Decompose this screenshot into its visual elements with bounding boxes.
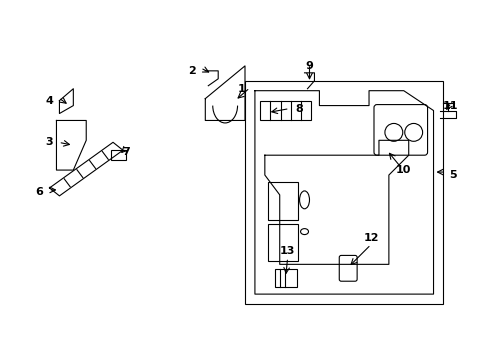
Bar (244, 81, 443, 304)
Bar (274, 269, 296, 287)
Text: 12: 12 (363, 233, 378, 243)
Bar (267, 224, 297, 261)
Text: 5: 5 (448, 170, 456, 180)
Text: 7: 7 (122, 147, 129, 157)
Text: 6: 6 (36, 187, 43, 197)
Text: 3: 3 (45, 137, 53, 147)
Text: 4: 4 (45, 96, 53, 105)
Text: 2: 2 (188, 66, 196, 76)
Text: 1: 1 (238, 84, 245, 94)
Text: 8: 8 (295, 104, 303, 113)
Bar (267, 182, 297, 220)
Text: 9: 9 (305, 61, 313, 71)
Text: 13: 13 (280, 247, 295, 256)
Text: 11: 11 (442, 100, 457, 111)
Text: 10: 10 (395, 165, 410, 175)
Bar (111, 150, 126, 160)
Bar (259, 100, 311, 121)
